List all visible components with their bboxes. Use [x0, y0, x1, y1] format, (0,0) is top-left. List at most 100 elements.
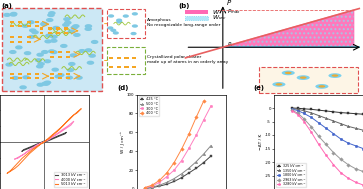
FancyBboxPatch shape: [125, 66, 129, 68]
500 °C: [187, 167, 191, 169]
Text: Amorphous
No recognizable long-range order: Amorphous No recognizable long-range ord…: [147, 18, 220, 27]
Circle shape: [108, 14, 114, 18]
Circle shape: [63, 17, 71, 21]
300 °C: [164, 176, 169, 178]
425 °C: [201, 161, 206, 164]
Circle shape: [85, 48, 92, 52]
FancyBboxPatch shape: [40, 32, 43, 34]
Circle shape: [40, 22, 48, 26]
1350 kV cm⁻¹: [317, 114, 321, 117]
500 °C: [142, 187, 147, 189]
300 °C: [209, 105, 213, 107]
Legend: 3013 kV cm⁻¹, 4000 kV cm⁻¹, 5013 kV cm⁻¹: 3013 kV cm⁻¹, 4000 kV cm⁻¹, 5013 kV cm⁻¹: [54, 172, 87, 187]
Text: (b): (b): [178, 3, 189, 9]
FancyBboxPatch shape: [56, 32, 60, 34]
Circle shape: [67, 68, 74, 72]
3280 kV cm⁻¹: [354, 181, 358, 183]
2963 kV cm⁻¹: [354, 168, 358, 170]
300 °C: [142, 187, 147, 189]
Text: Crystallized polar cluster
made up of atoms in an orderly array: Crystallized polar cluster made up of at…: [147, 55, 228, 64]
FancyBboxPatch shape: [48, 28, 52, 29]
Circle shape: [116, 19, 122, 22]
3280 kV cm⁻¹: [331, 163, 336, 166]
Circle shape: [37, 83, 44, 87]
Circle shape: [91, 40, 98, 44]
FancyBboxPatch shape: [107, 47, 145, 74]
Line: 325 kV cm⁻¹: 325 kV cm⁻¹: [291, 107, 363, 115]
Circle shape: [11, 76, 19, 80]
300 °C: [157, 181, 162, 184]
425 °C: [187, 172, 191, 174]
FancyBboxPatch shape: [27, 73, 30, 75]
Circle shape: [113, 31, 119, 35]
FancyBboxPatch shape: [185, 10, 208, 14]
Line: 300 °C: 300 °C: [143, 105, 212, 189]
325 kV cm⁻¹: [324, 110, 328, 112]
2963 kV cm⁻¹: [331, 151, 336, 154]
300 °C: [150, 185, 154, 187]
Text: $P_{max}$: $P_{max}$: [227, 7, 240, 16]
FancyBboxPatch shape: [125, 57, 129, 59]
Circle shape: [88, 54, 96, 58]
Line: 2963 kV cm⁻¹: 2963 kV cm⁻¹: [291, 109, 363, 173]
FancyBboxPatch shape: [35, 26, 39, 28]
Circle shape: [29, 28, 37, 33]
425 °C: [172, 180, 176, 183]
Circle shape: [9, 50, 17, 54]
Circle shape: [54, 74, 62, 79]
500 °C: [179, 173, 184, 175]
Polygon shape: [223, 10, 354, 47]
Circle shape: [276, 83, 282, 86]
1350 kV cm⁻¹: [296, 108, 300, 111]
FancyBboxPatch shape: [66, 73, 70, 75]
FancyBboxPatch shape: [50, 77, 54, 80]
1800 kV cm⁻¹: [309, 116, 314, 119]
1350 kV cm⁻¹: [354, 127, 358, 129]
Circle shape: [19, 85, 27, 89]
Circle shape: [52, 26, 60, 30]
Circle shape: [85, 27, 92, 31]
FancyBboxPatch shape: [35, 21, 39, 23]
Circle shape: [50, 50, 58, 54]
FancyBboxPatch shape: [40, 28, 43, 29]
325 kV cm⁻¹: [302, 108, 306, 110]
FancyBboxPatch shape: [50, 51, 54, 53]
325 kV cm⁻¹: [339, 112, 343, 114]
Circle shape: [315, 84, 329, 89]
FancyBboxPatch shape: [19, 77, 22, 80]
425 °C: [194, 167, 199, 169]
FancyBboxPatch shape: [132, 57, 136, 59]
3280 kV cm⁻¹: [296, 114, 300, 116]
Circle shape: [272, 82, 285, 87]
1800 kV cm⁻¹: [302, 112, 306, 115]
Circle shape: [297, 75, 310, 80]
3280 kV cm⁻¹: [317, 143, 321, 146]
425 °C: [209, 155, 213, 157]
Text: (d): (d): [118, 85, 129, 91]
Circle shape: [123, 14, 129, 18]
Circle shape: [68, 62, 76, 66]
FancyBboxPatch shape: [27, 26, 30, 28]
325 kV cm⁻¹: [354, 112, 358, 115]
FancyBboxPatch shape: [27, 41, 30, 43]
Circle shape: [40, 22, 48, 26]
Circle shape: [28, 35, 36, 39]
2963 kV cm⁻¹: [296, 112, 300, 115]
2963 kV cm⁻¹: [309, 126, 314, 128]
Circle shape: [41, 50, 49, 54]
FancyBboxPatch shape: [35, 77, 39, 80]
425 °C: [157, 185, 162, 187]
FancyBboxPatch shape: [10, 26, 14, 28]
Text: $W_{rec}$: $W_{rec}$: [212, 13, 227, 22]
1350 kV cm⁻¹: [302, 110, 306, 112]
2963 kV cm⁻¹: [361, 170, 363, 173]
Circle shape: [52, 68, 59, 72]
Circle shape: [36, 64, 44, 69]
Line: 3280 kV cm⁻¹: 3280 kV cm⁻¹: [291, 109, 363, 186]
1800 kV cm⁻¹: [290, 108, 294, 110]
Circle shape: [57, 73, 65, 77]
Circle shape: [87, 61, 94, 65]
325 kV cm⁻¹: [346, 112, 350, 114]
Text: $P_r$: $P_r$: [227, 40, 234, 49]
FancyBboxPatch shape: [58, 56, 62, 58]
